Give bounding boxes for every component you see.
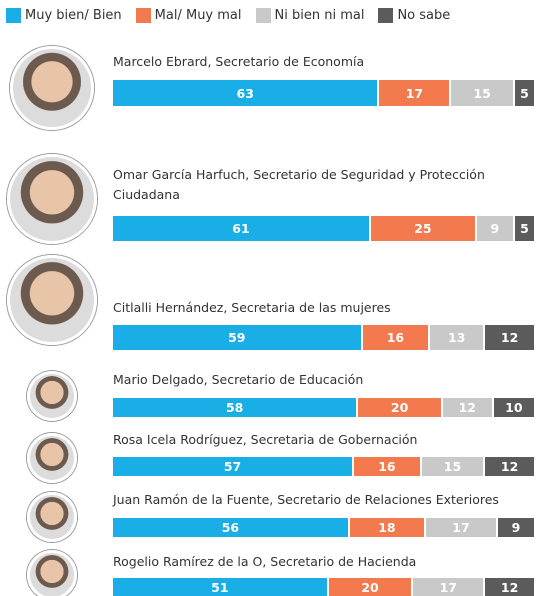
- bar-segment: 63: [113, 80, 379, 106]
- photo: [27, 433, 77, 483]
- value-label: 61: [232, 221, 249, 236]
- legend-swatch: [136, 8, 151, 23]
- bar-segment: 61: [113, 216, 371, 241]
- photo: [7, 154, 97, 244]
- value-label: 5: [520, 86, 529, 101]
- value-label: 20: [391, 400, 408, 415]
- bar-segment: 17: [379, 80, 451, 106]
- bar-segment: 5: [515, 216, 536, 241]
- value-label: 17: [452, 520, 469, 535]
- bar-segment: 20: [329, 578, 414, 596]
- value-label: 59: [228, 330, 245, 345]
- legend-item: Muy bien/ Bien: [6, 8, 122, 23]
- value-label: 20: [361, 580, 378, 595]
- bar-segment: 17: [426, 518, 498, 537]
- photo: [27, 371, 77, 421]
- legend: Muy bien/ Bien Mal/ Muy mal Ni bien ni mal…: [6, 8, 450, 23]
- value-label: 9: [490, 221, 499, 236]
- value-label: 10: [505, 400, 522, 415]
- bar-segment: 9: [498, 518, 536, 537]
- bar-segment: 12: [443, 398, 494, 417]
- bar-segment: 20: [358, 398, 443, 417]
- category-label: Marcelo Ebrard, Secretario de Economía: [113, 52, 523, 72]
- bar-segment: 12: [485, 457, 536, 476]
- value-label: 63: [237, 86, 254, 101]
- value-label: 15: [444, 459, 461, 474]
- category-label: Juan Ramón de la Fuente, Secretario de R…: [113, 490, 523, 510]
- value-label: 12: [459, 400, 476, 415]
- bar-segment: 16: [363, 325, 431, 350]
- legend-swatch: [256, 8, 271, 23]
- bar-segment: 18: [350, 518, 426, 537]
- value-label: 56: [222, 520, 239, 535]
- value-label: 25: [414, 221, 431, 236]
- legend-label: No sabe: [397, 8, 450, 23]
- value-label: 17: [406, 86, 423, 101]
- legend-item: No sabe: [378, 8, 450, 23]
- category-label: Rogelio Ramírez de la O, Secretario de H…: [113, 552, 523, 572]
- photo: [7, 255, 97, 345]
- legend-swatch: [6, 8, 21, 23]
- legend-label: Ni bien ni mal: [275, 8, 365, 23]
- bar-segment: 56: [113, 518, 350, 537]
- chart: Muy bien/ Bien Mal/ Muy mal Ni bien ni mal…: [0, 0, 536, 596]
- value-label: 12: [501, 580, 518, 595]
- legend-swatch: [378, 8, 393, 23]
- value-label: 5: [520, 221, 529, 236]
- value-label: 51: [211, 580, 228, 595]
- bar-segment: 15: [451, 80, 514, 106]
- bar-segment: 58: [113, 398, 358, 417]
- bar-segment: 10: [494, 398, 536, 417]
- legend-item: Mal/ Muy mal: [136, 8, 242, 23]
- photo: [27, 550, 77, 596]
- bar-segment: 16: [354, 457, 422, 476]
- value-label: 58: [226, 400, 243, 415]
- value-label: 16: [387, 330, 404, 345]
- bar-segment: 51: [113, 578, 329, 596]
- legend-item: Ni bien ni mal: [256, 8, 365, 23]
- value-label: 9: [512, 520, 521, 535]
- bar-segment: 5: [515, 80, 536, 106]
- photo: [27, 492, 77, 542]
- bar-segment: 15: [422, 457, 485, 476]
- bar-segment: 25: [371, 216, 477, 241]
- bar-segment: 13: [430, 325, 485, 350]
- value-label: 13: [448, 330, 465, 345]
- bar-segment: 9: [477, 216, 515, 241]
- value-label: 12: [501, 459, 518, 474]
- value-label: 12: [501, 330, 518, 345]
- value-label: 16: [378, 459, 395, 474]
- photo: [10, 46, 94, 130]
- bar-segment: 12: [485, 325, 536, 350]
- bar-segment: 57: [113, 457, 354, 476]
- value-label: 18: [378, 520, 395, 535]
- category-label: Omar García Harfuch, Secretario de Segur…: [113, 165, 523, 205]
- category-label: Citlalli Hernández, Secretaria de las mu…: [113, 298, 523, 318]
- category-label: Mario Delgado, Secretario de Educación: [113, 370, 523, 390]
- legend-label: Muy bien/ Bien: [25, 8, 122, 23]
- bar-segment: 17: [413, 578, 485, 596]
- bar-segment: 59: [113, 325, 363, 350]
- value-label: 57: [224, 459, 241, 474]
- bar-segment: 12: [485, 578, 536, 596]
- value-label: 17: [440, 580, 457, 595]
- legend-label: Mal/ Muy mal: [155, 8, 242, 23]
- value-label: 15: [473, 86, 490, 101]
- category-label: Rosa Icela Rodríguez, Secretaria de Gobe…: [113, 430, 523, 450]
